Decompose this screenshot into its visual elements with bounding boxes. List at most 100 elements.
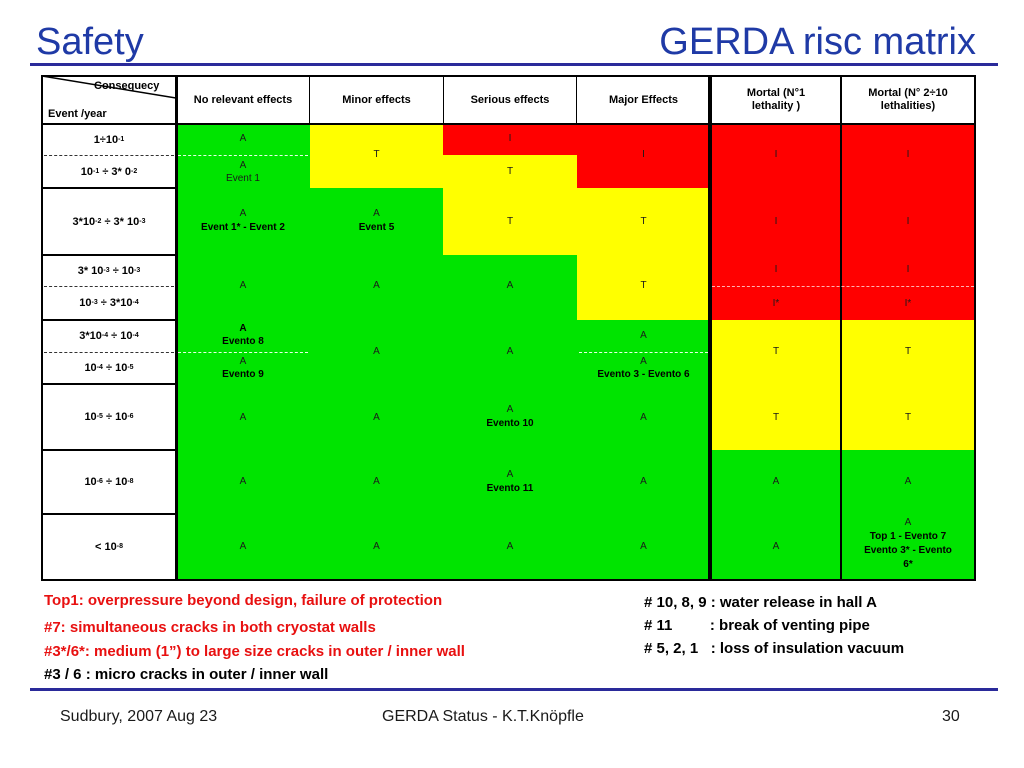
corner-cell: Consequecy Event /year bbox=[42, 76, 176, 122]
cell-c2-r6-7: A bbox=[310, 320, 443, 384]
cell-c3-r1: I bbox=[443, 124, 577, 155]
row-label-6: 3*10 -4 ÷ 10 -4 bbox=[79, 330, 139, 342]
cell-c1-r8-text: A bbox=[239, 412, 247, 423]
cell-c3-r9-text-b: Evento 11 bbox=[486, 483, 534, 494]
row-label-10: < 10 -8 bbox=[95, 541, 123, 553]
cell-c1-r9: A bbox=[176, 450, 310, 514]
row-8-base: 10 bbox=[84, 411, 97, 423]
cell-c1-r7-text-a: A bbox=[239, 356, 247, 367]
cell-c2-r6-7-text: A bbox=[373, 346, 380, 357]
col-header-serious: Serious effects bbox=[470, 93, 550, 106]
cell-c6-r10: A Top 1 - Evento 7 Evento 3* - Evento 6* bbox=[842, 514, 974, 580]
row-3-tail: ÷ 3* 10 bbox=[104, 215, 140, 228]
frame-bottom bbox=[42, 579, 975, 581]
cell-c1-r2-text-a: A bbox=[239, 160, 247, 171]
cell-c1-r2: A Event 1 bbox=[176, 155, 310, 188]
cell-c3-r4-5: A bbox=[443, 255, 577, 320]
row-1-base: 1÷10 bbox=[93, 133, 119, 146]
cell-c3-r8-text-a: A bbox=[506, 404, 514, 415]
cell-c6-r8: T bbox=[842, 384, 974, 450]
dash-r6-r7-label bbox=[44, 352, 174, 353]
row-6-tail: ÷ 10 bbox=[111, 330, 133, 342]
row-3-base: 3*10 bbox=[72, 215, 96, 228]
col-line-5 bbox=[840, 75, 842, 581]
top-rule bbox=[30, 63, 998, 66]
bottom-rule bbox=[30, 688, 998, 691]
cell-c1-r10-text: A bbox=[239, 541, 247, 552]
corner-diagonal bbox=[42, 76, 176, 99]
cell-c4-r4-5-text: T bbox=[640, 280, 647, 291]
dash-r4-r5-mortal bbox=[712, 286, 974, 287]
col-header-minor: Minor effects bbox=[342, 93, 411, 106]
cell-c1-r2-text-b: Event 1 bbox=[226, 173, 260, 184]
cell-c5-r4-text: I bbox=[774, 264, 778, 275]
row-label-7: 10 -4 ÷ 10 -5 bbox=[84, 362, 134, 374]
row-sep-5 bbox=[42, 449, 176, 451]
col-header-mortal-1: Mortal (N°1 lethality ) bbox=[746, 87, 806, 112]
row-sep-1 bbox=[42, 187, 176, 189]
row-sep-6 bbox=[42, 513, 176, 515]
cell-c6-r9-text: A bbox=[904, 476, 912, 487]
cell-c5-r3: I bbox=[712, 188, 840, 255]
row-sep-3 bbox=[42, 319, 176, 321]
note-top1: Top1: overpressure beyond design, failur… bbox=[44, 592, 443, 609]
cell-c2-r9: A bbox=[310, 450, 443, 514]
cell-c1-r4-5-text: A bbox=[239, 280, 247, 291]
cell-c4-r7-text-a: A bbox=[640, 356, 647, 367]
cell-c6-r10-text-d: 6* bbox=[903, 559, 913, 570]
cell-c1-r10: A bbox=[176, 514, 310, 580]
corner-consequence-label: Consequecy bbox=[94, 80, 160, 92]
row-sep-4 bbox=[42, 383, 176, 385]
cell-c3-r3-text: T bbox=[506, 216, 514, 227]
cell-c6-r3-text: I bbox=[906, 216, 910, 227]
cell-c1-r7-text-b: Evento 9 bbox=[222, 369, 264, 380]
slide-title-right: GERDA risc matrix bbox=[659, 21, 976, 63]
cell-c6-r5-text: I* bbox=[904, 298, 912, 309]
cell-c6-r5: I* bbox=[842, 286, 974, 320]
cell-c1-r3: A Event 1* - Event 2 bbox=[176, 188, 310, 255]
row-10-base: < 10 bbox=[95, 541, 117, 553]
cell-c1-r9-text: A bbox=[239, 476, 247, 487]
cell-c1-r3-text-b: Event 1* - Event 2 bbox=[201, 222, 285, 233]
cell-c3-r1-text: I bbox=[508, 133, 512, 144]
note-10-8-9: # 10, 8, 9 : water release in hall A bbox=[644, 594, 877, 611]
note-3star-6star: #3*/6*: medium (1”) to large size cracks… bbox=[44, 643, 465, 660]
dash-r4-r5-label bbox=[44, 286, 174, 287]
frame-left bbox=[41, 75, 43, 581]
cell-c4-r8: A bbox=[577, 384, 710, 450]
row-5-base: 10 bbox=[79, 297, 92, 309]
row-label-3: 3*10 -2 ÷ 3* 10 -3 bbox=[72, 215, 146, 228]
col-header-mortal-2: Mortal (N° 2÷10 lethalities) bbox=[868, 87, 948, 112]
cell-c2-r9-text: A bbox=[373, 476, 380, 487]
cell-c3-r9-text-a: A bbox=[506, 469, 514, 480]
cell-c5-r5-text: I* bbox=[772, 298, 780, 309]
dash-r6-r7-c4 bbox=[579, 352, 708, 353]
cell-c2-r1-2-text: T bbox=[373, 149, 380, 160]
cell-c2-r8-text: A bbox=[373, 412, 380, 423]
cell-c3-r3: T bbox=[443, 188, 577, 255]
note-7: #7: simultaneous cracks in both cryostat… bbox=[44, 619, 376, 636]
cell-c3-r10-text: A bbox=[506, 541, 514, 552]
row-label-4: 3* 10 -3 ÷ 10 -3 bbox=[77, 264, 141, 277]
cell-c4-r10-text: A bbox=[640, 541, 647, 552]
cell-c6-r3: I bbox=[842, 188, 974, 255]
col-header-major: Major Effects bbox=[608, 93, 679, 106]
footer-center: GERDA Status - K.T.Knöpfle bbox=[382, 708, 584, 725]
note-3-6: #3 / 6 : micro cracks in outer / inner w… bbox=[44, 666, 329, 683]
cell-c2-r3-text-b: Event 5 bbox=[358, 222, 395, 233]
cell-c4-r6: A bbox=[577, 320, 710, 352]
frame-right bbox=[974, 75, 976, 581]
cell-c5-r4: I bbox=[712, 255, 840, 286]
cell-c4-r4-5: T bbox=[577, 255, 710, 320]
cell-c4-r9: A bbox=[577, 450, 710, 514]
cell-c3-r8-text-b: Evento 10 bbox=[486, 418, 534, 429]
row-label-5: 10 -3 ÷ 3*10 -4 bbox=[79, 297, 139, 309]
cell-c6-r8-text: T bbox=[904, 412, 912, 423]
cell-c1-r6: A Evento 8 bbox=[176, 320, 310, 352]
cell-c4-r7: A Evento 3 - Evento 6 bbox=[577, 352, 710, 384]
row-label-9: 10 -6 ÷ 10 -8 bbox=[84, 476, 134, 488]
cell-c4-r7-text-b: Evento 3 - Evento 6 bbox=[597, 369, 690, 380]
row-4-base: 3* 10 bbox=[77, 264, 104, 277]
col-header-no-relevant: No relevant effects bbox=[193, 93, 293, 106]
cell-c4-r3-text: T bbox=[640, 216, 647, 227]
